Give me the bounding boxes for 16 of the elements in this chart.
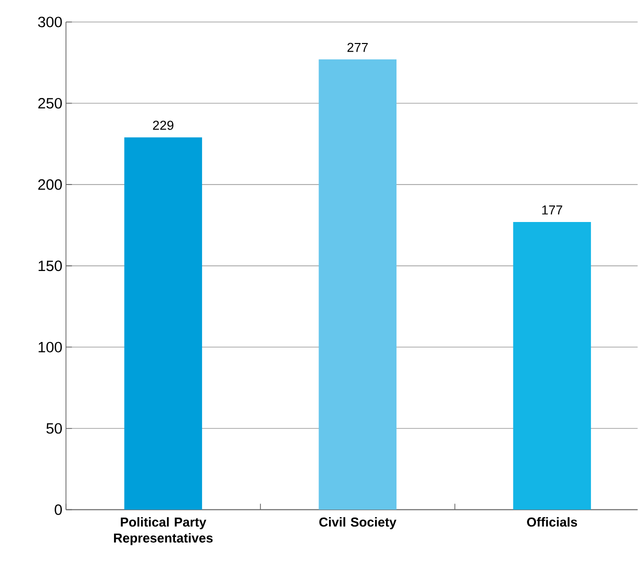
y-tick-label: 50 [46, 423, 62, 434]
data-label: 229 [153, 120, 174, 130]
bar [318, 60, 397, 510]
y-tick-label: 250 [38, 98, 62, 109]
y-tick-label: 0 [54, 504, 62, 516]
data-label: 277 [347, 43, 368, 52]
x-tick-label: Civil Society [319, 517, 396, 530]
y-tick-label: 300 [38, 16, 62, 28]
x-tick-label: Officials [527, 517, 578, 527]
y-tick-label: 150 [38, 260, 62, 272]
bar [124, 138, 202, 510]
y-tick-label: 100 [38, 342, 62, 353]
data-label: 177 [542, 206, 562, 215]
bar [513, 222, 591, 510]
x-tick-label: Political Party Representatives [114, 517, 213, 546]
y-tick-label: 200 [38, 179, 62, 190]
